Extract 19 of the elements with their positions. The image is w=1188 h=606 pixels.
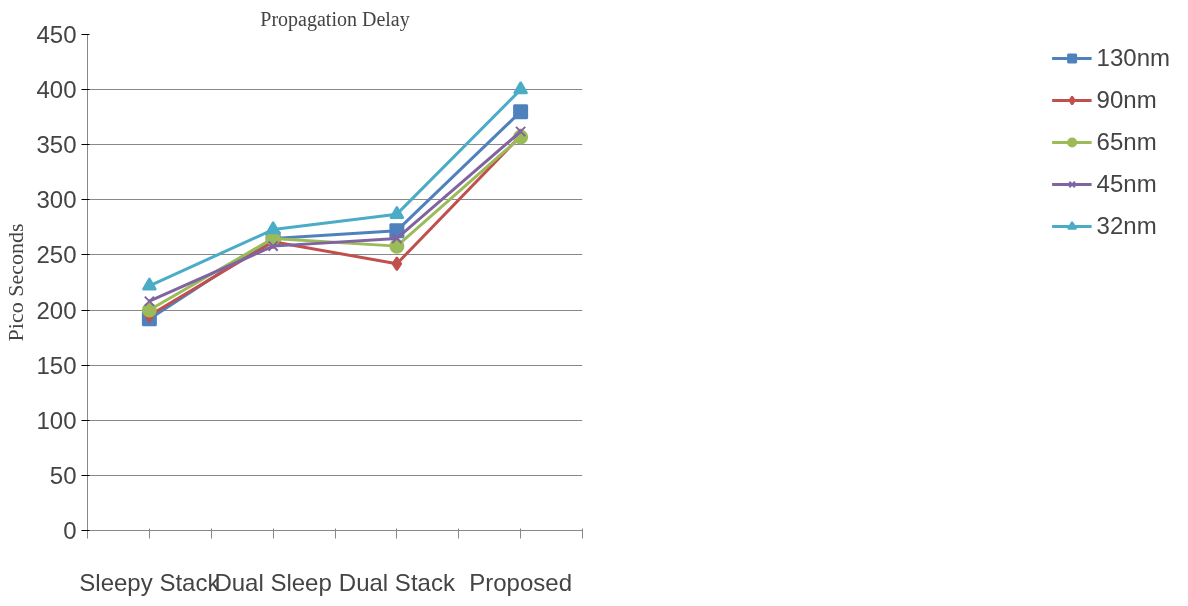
y-tick-label: 300 xyxy=(36,186,77,214)
y-axis-title: Pico Seconds xyxy=(3,223,29,342)
x-tick-label: Dual Stack xyxy=(338,568,456,596)
x-tick-label: Proposed xyxy=(469,568,573,596)
y-tick-label: 250 xyxy=(36,241,77,269)
legend-label: 90nm xyxy=(1096,86,1157,114)
y-tick-label: 150 xyxy=(36,351,77,379)
y-tick-label: 450 xyxy=(36,21,77,48)
y-tick-label: 400 xyxy=(36,76,77,104)
y-tick-label: 200 xyxy=(36,296,77,324)
legend-label: 45nm xyxy=(1096,170,1157,198)
chart-title: Propagation Delay xyxy=(260,7,410,31)
y-tick-label: 50 xyxy=(49,461,77,489)
y-tick-label: 0 xyxy=(63,517,77,544)
legend-label: 65nm xyxy=(1096,128,1157,156)
y-tick-label: 350 xyxy=(36,131,77,159)
legend-label: 32nm xyxy=(1096,212,1157,240)
y-tick-label: 100 xyxy=(36,406,77,434)
legend-label: 130nm xyxy=(1096,44,1170,72)
